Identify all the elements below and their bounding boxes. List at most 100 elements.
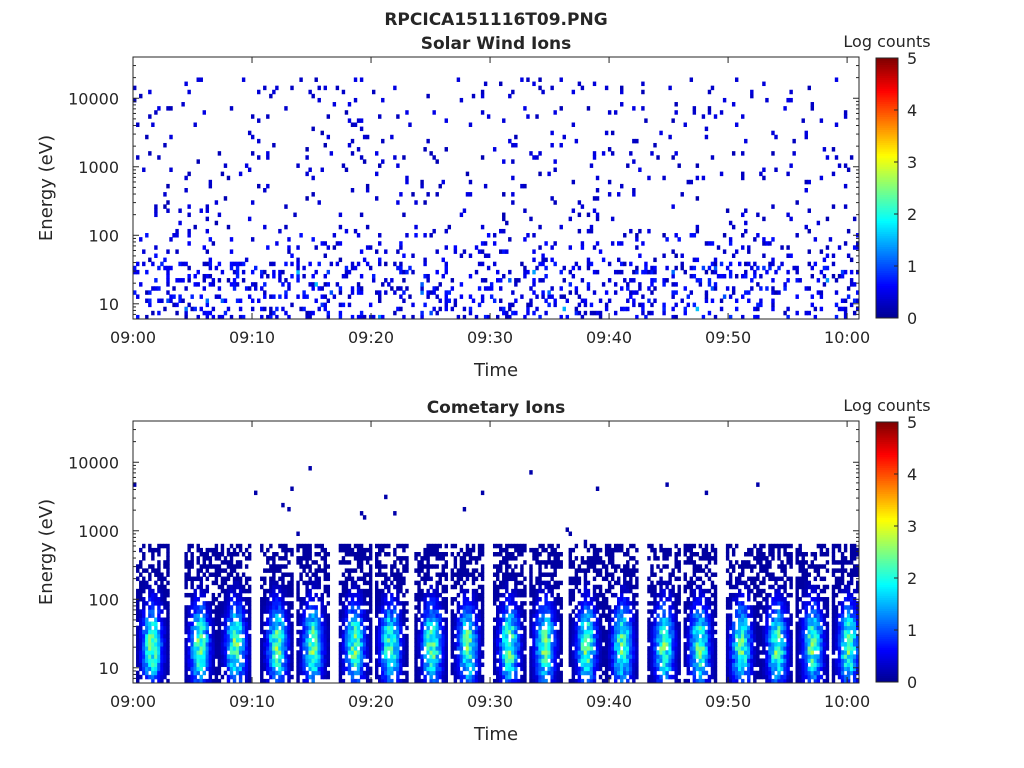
- spectrogram-cell: [205, 637, 210, 643]
- spectrogram-cell: [577, 650, 582, 655]
- spectrogram-cell: [205, 609, 210, 614]
- spectrogram-cell: [792, 265, 796, 271]
- spectrogram-cell: [456, 605, 461, 610]
- spectrogram-cell: [368, 650, 373, 655]
- spectrogram-cell: [465, 547, 470, 553]
- spectrogram-cell: [326, 658, 331, 663]
- spectrogram-cell: [166, 601, 170, 606]
- spectrogram-cell: [235, 637, 240, 643]
- spectrogram-cell: [272, 637, 276, 643]
- spectrogram-cell: [505, 629, 509, 635]
- spectrogram-cell: [368, 637, 373, 643]
- spectrogram-cell: [190, 650, 194, 655]
- spectrogram-cell: [756, 314, 760, 320]
- spectrogram-cell: [184, 261, 188, 267]
- spectrogram-cell: [435, 617, 439, 622]
- spectrogram-cell: [229, 646, 234, 651]
- spectrogram-cell: [278, 666, 282, 672]
- spectrogram-cell: [547, 625, 551, 631]
- spectrogram-cell: [544, 572, 548, 577]
- spectrogram-cell: [199, 584, 203, 590]
- spectrogram-cell: [350, 650, 355, 655]
- spectrogram-cell: [701, 314, 706, 320]
- spectrogram-cell: [423, 642, 427, 647]
- spectrogram-cell: [623, 233, 627, 238]
- spectrogram-cell: [604, 130, 609, 136]
- spectrogram-cell: [220, 552, 225, 557]
- spectrogram-cell: [299, 662, 303, 668]
- spectrogram-cell: [568, 282, 573, 287]
- spectrogram-cell: [459, 637, 464, 643]
- spectrogram-cell: [365, 572, 370, 577]
- spectrogram-cell: [613, 290, 618, 295]
- spectrogram-cell: [278, 674, 282, 680]
- spectrogram-cell: [541, 605, 545, 610]
- spectrogram-cell: [399, 560, 403, 565]
- spectrogram-cell: [499, 674, 503, 680]
- spectrogram-cell: [532, 81, 536, 87]
- spectrogram-cell: [384, 621, 388, 627]
- spectrogram-cell: [229, 560, 234, 565]
- spectrogram-cell: [707, 278, 712, 283]
- spectrogram-cell: [160, 543, 164, 549]
- spectrogram-cell: [384, 633, 388, 639]
- spectrogram-cell: [272, 580, 276, 586]
- spectrogram-cell: [562, 265, 566, 271]
- spectrogram-cell: [223, 654, 228, 659]
- spectrogram-cell: [462, 572, 467, 577]
- spectrogram-cell: [741, 233, 745, 238]
- spectrogram-cell: [139, 580, 143, 586]
- spectrogram-cell: [822, 282, 827, 287]
- colorbar-segment: [876, 194, 898, 198]
- spectrogram-cell: [145, 580, 149, 586]
- spectrogram-cell: [571, 654, 576, 659]
- spectrogram-cell: [148, 605, 152, 610]
- spectrogram-cell: [317, 617, 321, 622]
- spectrogram-cell: [193, 674, 197, 680]
- spectrogram-cell: [356, 592, 361, 598]
- spectrogram-cell: [780, 261, 784, 267]
- spectrogram-cell: [583, 584, 588, 590]
- spectrogram-cell: [438, 666, 442, 672]
- spectrogram-cell: [181, 261, 185, 267]
- spectrogram-cell: [429, 637, 433, 643]
- spectrogram-cell: [435, 564, 439, 569]
- spectrogram-cell: [220, 609, 225, 614]
- spectrogram-cell: [202, 552, 206, 557]
- spectrogram-cell: [142, 588, 146, 594]
- spectrogram-cell: [272, 572, 276, 577]
- spectrogram-cell: [241, 584, 246, 590]
- spectrogram-cell: [468, 621, 473, 627]
- spectrogram-cell: [368, 670, 373, 676]
- spectrogram-cell: [284, 609, 288, 614]
- spectrogram-cell: [426, 547, 430, 553]
- spectrogram-cell: [281, 556, 285, 561]
- spectrogram-cell: [139, 654, 143, 659]
- spectrogram-cell: [577, 637, 582, 643]
- spectrogram-cell: [247, 609, 252, 614]
- spectrogram-cell: [136, 662, 140, 668]
- colorbar-segment: [876, 211, 898, 215]
- spectrogram-cell: [843, 298, 848, 304]
- spectrogram-cell: [347, 568, 352, 573]
- spectrogram-cell: [689, 290, 694, 295]
- spectrogram-cell: [595, 568, 600, 573]
- spectrogram-cell: [465, 642, 470, 647]
- spectrogram-cell: [405, 617, 409, 622]
- spectrogram-cell: [604, 605, 609, 610]
- spectrogram-cell: [568, 650, 573, 655]
- spectrogram-cell: [323, 294, 327, 299]
- spectrogram-cell: [459, 212, 464, 218]
- spectrogram-cell: [595, 584, 600, 590]
- spectrogram-cell: [208, 564, 213, 569]
- spectrogram-cell: [607, 629, 612, 635]
- spectrogram-cell: [208, 605, 213, 610]
- spectrogram-cell: [462, 568, 467, 573]
- spectrogram-cell: [529, 298, 533, 304]
- colorbar-segment: [876, 298, 898, 302]
- spectrogram-cell: [568, 588, 573, 594]
- spectrogram-cell: [731, 286, 736, 291]
- spectrogram-cell: [284, 290, 288, 295]
- spectrogram-cell: [429, 601, 433, 606]
- spectrogram-cell: [356, 282, 361, 287]
